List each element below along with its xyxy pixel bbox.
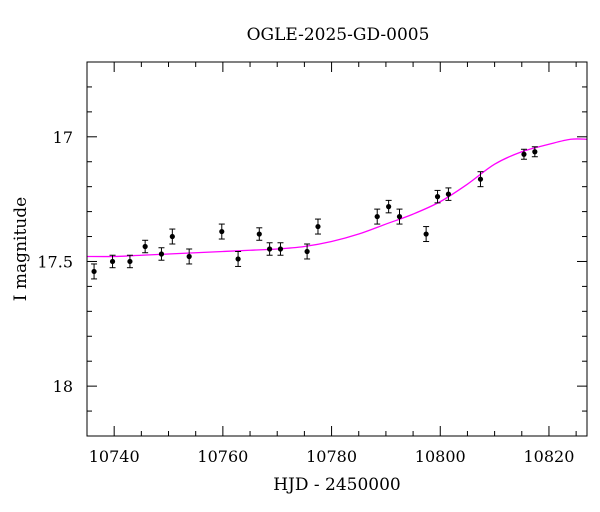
- data-point: [477, 171, 484, 188]
- x-tick-label: 10760: [197, 447, 248, 466]
- model-curve: [87, 138, 587, 258]
- x-tick-label: 10820: [524, 447, 575, 466]
- data-point-marker: [219, 228, 225, 235]
- y-tick-label: 18: [53, 377, 73, 396]
- data-point-marker: [315, 223, 321, 230]
- data-point: [186, 248, 193, 265]
- tick-labels: 10740 10760 10780 10800 10820 17 17.5 18: [37, 128, 574, 466]
- y-axis-label: I magnitude: [11, 197, 31, 301]
- data-point-marker: [434, 194, 441, 200]
- data-point: [277, 242, 284, 256]
- data-point-marker: [267, 246, 273, 252]
- plot-frame: [86, 61, 588, 437]
- x-tick-label: 10740: [89, 447, 140, 466]
- data-point: [423, 226, 430, 243]
- data-point-marker: [109, 258, 116, 265]
- data-point: [374, 208, 381, 225]
- data-point: [385, 199, 392, 214]
- data-point-marker: [374, 213, 380, 220]
- data-point: [235, 250, 242, 267]
- data-point-marker: [169, 233, 175, 240]
- data-point: [520, 148, 527, 160]
- data-point: [314, 218, 321, 235]
- data-point-marker: [91, 268, 97, 275]
- data-point-marker: [158, 251, 165, 257]
- data-point: [266, 242, 273, 256]
- data-point: [256, 227, 263, 241]
- data-point-marker: [386, 204, 392, 210]
- data-point-marker: [521, 151, 527, 157]
- data-point-marker: [142, 243, 148, 250]
- data-point: [218, 223, 225, 240]
- x-tick-label: 10780: [306, 447, 357, 466]
- data-point-marker: [304, 248, 310, 255]
- y-tick-label: 17: [53, 128, 73, 147]
- data-point-marker: [445, 191, 452, 197]
- data-point: [142, 239, 149, 254]
- data-point: [169, 228, 176, 245]
- y-tick-label: 17.5: [37, 252, 73, 271]
- data-points-group: [91, 146, 538, 280]
- data-point: [126, 254, 133, 269]
- data-point-marker: [256, 231, 262, 237]
- data-point: [304, 243, 311, 260]
- x-axis-label: HJD - 2450000: [273, 475, 401, 495]
- data-point-marker: [186, 253, 192, 260]
- data-point-marker: [477, 176, 484, 182]
- data-point-marker: [235, 256, 241, 262]
- model-curve-group: [87, 138, 587, 258]
- x-tick-label: 10800: [415, 447, 466, 466]
- data-point-marker: [532, 149, 538, 155]
- data-point-marker: [277, 246, 284, 252]
- data-point: [434, 189, 441, 204]
- data-point: [396, 208, 403, 225]
- data-point: [531, 146, 538, 158]
- data-point-marker: [396, 213, 403, 220]
- chart-title: OGLE-2025-GD-0005: [247, 25, 430, 45]
- data-point: [158, 247, 165, 261]
- axis-ticks: [86, 61, 587, 437]
- data-point-marker: [127, 258, 133, 265]
- data-point: [445, 187, 452, 201]
- data-point-marker: [423, 231, 429, 237]
- data-point: [91, 263, 98, 280]
- data-point: [109, 254, 116, 269]
